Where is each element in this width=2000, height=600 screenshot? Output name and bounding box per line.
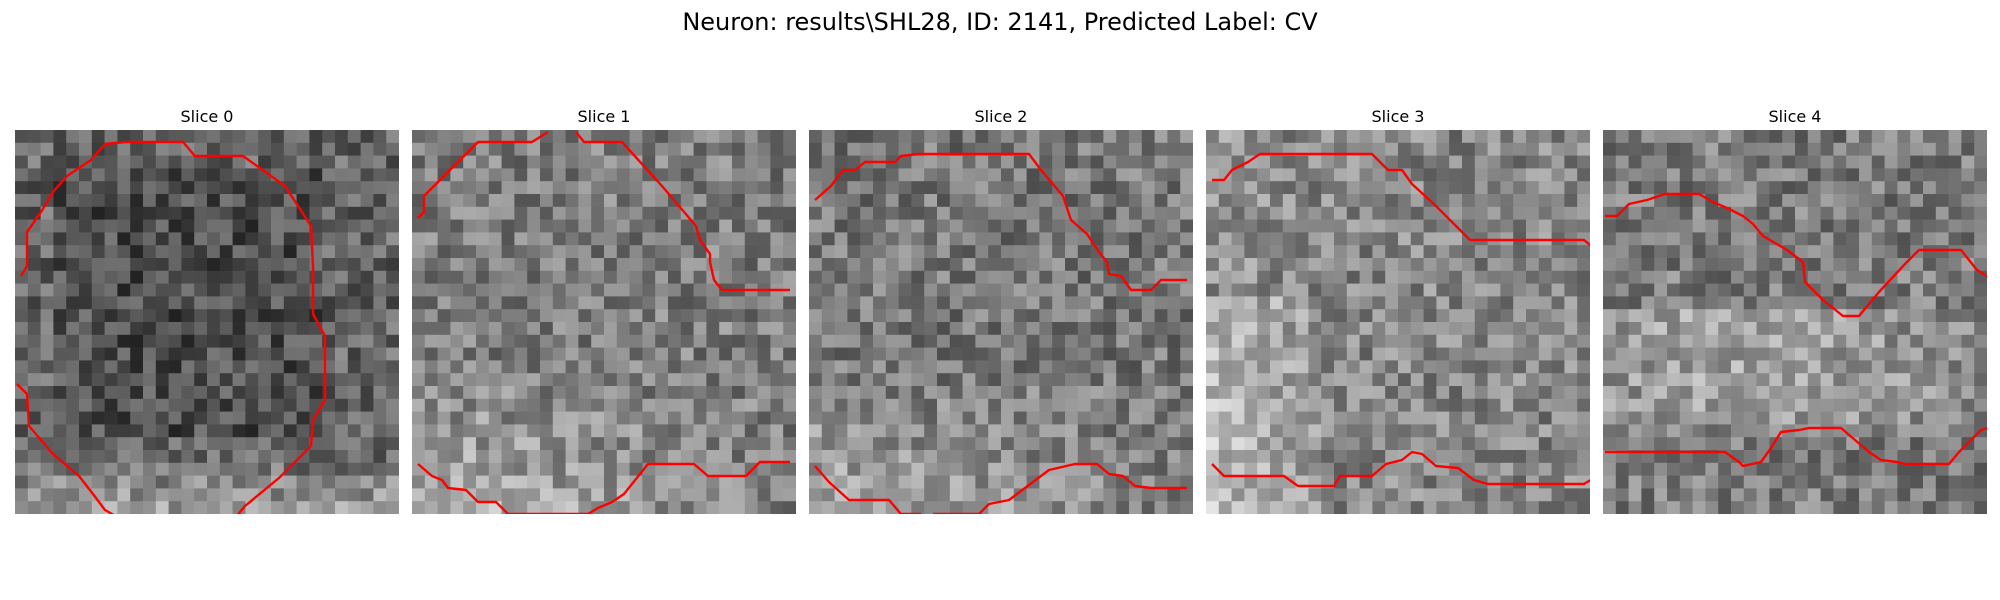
slice-panel-2: Slice 2: [809, 106, 1193, 514]
slice-image-svg-0: [15, 130, 399, 514]
contour-line-2: [933, 462, 1187, 514]
contour-line-2: [417, 460, 790, 514]
figure-title: Neuron: results\SHL28, ID: 2141, Predict…: [682, 8, 1318, 36]
contour-line-1: [1211, 450, 1590, 488]
slice-title-4: Slice 4: [1768, 107, 1822, 126]
slice-title-2: Slice 2: [974, 107, 1028, 126]
slice-image-svg-3: [1206, 130, 1590, 514]
slice-image-2: [809, 130, 1193, 514]
slice-image-0: [15, 130, 399, 514]
slice-image-3: [1206, 130, 1590, 514]
contour-line-1: [1605, 426, 1987, 468]
pixel-grid: [809, 130, 1193, 514]
slice-title-0: Slice 0: [180, 107, 234, 126]
contour-line-1: [575, 131, 790, 292]
slice-title-1: Slice 1: [577, 107, 631, 126]
contour-line-0: [417, 130, 549, 219]
contour-line-0: [1605, 192, 1987, 318]
contour-line-0: [1212, 152, 1590, 247]
slice-image-svg-2: [809, 130, 1193, 514]
slice-title-3: Slice 3: [1371, 107, 1425, 126]
slice-panel-4: Slice 4: [1603, 106, 1987, 514]
slice-panel-0: Slice 0: [15, 106, 399, 514]
pixel-grid: [15, 130, 399, 514]
slice-image-1: [412, 130, 796, 514]
pixel-grid: [412, 130, 796, 514]
slice-panel-3: Slice 3: [1206, 106, 1590, 514]
slice-image-svg-1: [412, 130, 796, 514]
slice-panel-1: Slice 1: [412, 106, 796, 514]
pixel-grid: [1603, 130, 1987, 514]
contour-line-1: [814, 465, 921, 514]
slice-image-4: [1603, 130, 1987, 514]
contour-line-0: [16, 140, 327, 514]
slice-image-svg-4: [1603, 130, 1987, 514]
contour-line-0: [814, 152, 1187, 292]
pixel-grid: [1206, 130, 1590, 514]
